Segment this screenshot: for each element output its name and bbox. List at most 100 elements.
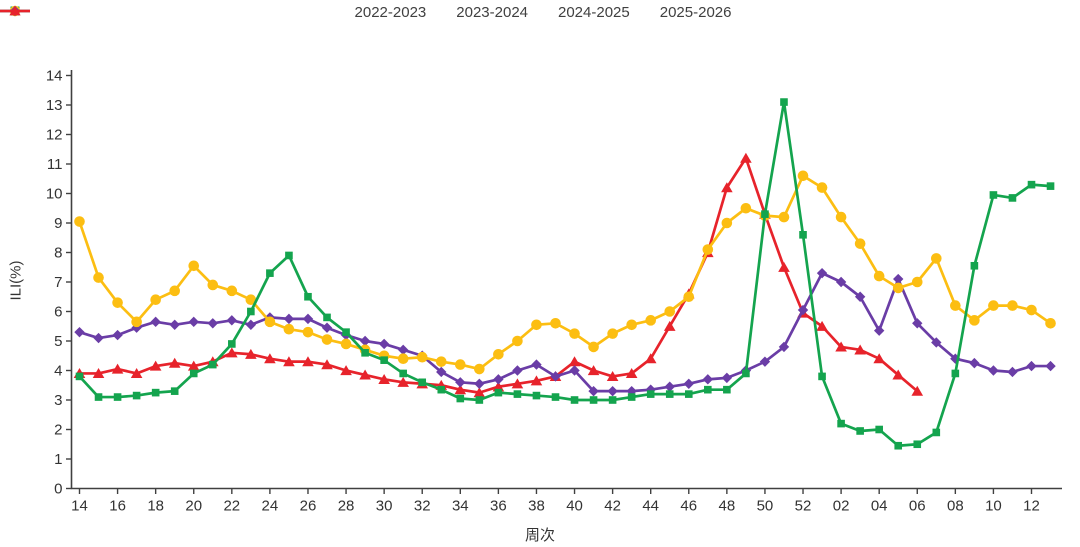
data-point xyxy=(816,182,828,193)
y-tick-label: 5 xyxy=(54,333,62,350)
data-point xyxy=(264,316,276,328)
y-tick-label: 4 xyxy=(54,363,62,380)
data-point xyxy=(170,387,179,395)
data-point xyxy=(531,319,542,331)
data-point xyxy=(721,217,733,229)
y-tick-label: 14 xyxy=(46,68,63,85)
data-point xyxy=(645,384,656,395)
data-point xyxy=(416,351,428,363)
y-tick-label: 12 xyxy=(46,127,63,144)
y-tick-label: 8 xyxy=(54,245,62,262)
data-point xyxy=(456,394,465,403)
data-point xyxy=(607,328,618,339)
data-point xyxy=(245,294,257,306)
data-point xyxy=(761,210,769,218)
data-point xyxy=(911,385,924,396)
series-line-2023-2024[interactable] xyxy=(78,174,1052,371)
data-point xyxy=(1007,366,1018,378)
data-point xyxy=(587,365,600,376)
data-point xyxy=(285,251,293,260)
data-point xyxy=(397,353,409,365)
legend-label: 2022-2023 xyxy=(354,4,427,21)
data-point xyxy=(93,272,104,283)
legend-swatch-svg xyxy=(0,5,30,16)
data-point xyxy=(397,344,409,356)
data-point xyxy=(854,291,866,302)
data-point xyxy=(740,152,752,163)
data-point xyxy=(436,366,447,378)
data-point xyxy=(513,390,522,398)
data-point xyxy=(873,325,885,336)
data-point xyxy=(149,360,162,371)
x-tick-label: 02 xyxy=(833,498,850,515)
data-point xyxy=(530,375,543,386)
y-tick-label: 6 xyxy=(54,304,62,321)
data-point xyxy=(893,273,904,285)
series-line-2024-2025[interactable] xyxy=(78,271,1052,393)
data-point xyxy=(644,353,657,364)
data-point xyxy=(493,374,504,385)
y-tick-label: 7 xyxy=(54,274,62,291)
data-point xyxy=(684,390,693,398)
data-point xyxy=(1008,194,1017,202)
data-point xyxy=(266,269,274,277)
data-point xyxy=(740,202,752,214)
data-point xyxy=(704,385,712,394)
data-point xyxy=(856,427,864,435)
legend-item-2022-2023[interactable]: 2022-2023 xyxy=(0,4,427,21)
data-point xyxy=(816,267,828,279)
data-point xyxy=(588,341,599,353)
data-point xyxy=(283,323,295,335)
x-tick-label: 42 xyxy=(604,498,621,515)
data-point xyxy=(627,393,636,401)
data-point xyxy=(94,393,103,401)
data-point xyxy=(665,390,674,398)
data-point xyxy=(759,356,771,367)
y-tick-label: 10 xyxy=(46,186,63,203)
data-point xyxy=(150,294,161,306)
x-tick-label: 04 xyxy=(871,498,888,515)
x-tick-label: 44 xyxy=(642,498,659,515)
data-point xyxy=(169,285,180,297)
x-tick-label: 26 xyxy=(300,498,317,515)
data-point xyxy=(645,315,656,326)
data-point xyxy=(321,334,333,345)
data-point xyxy=(378,373,390,384)
data-point xyxy=(664,381,675,392)
data-point xyxy=(664,306,676,317)
data-point xyxy=(551,393,560,401)
y-axis-title: ILI(%) xyxy=(7,260,25,301)
data-point xyxy=(226,347,238,358)
data-point xyxy=(835,211,847,223)
data-point xyxy=(778,341,790,353)
x-tick-label: 38 xyxy=(528,498,545,515)
data-point xyxy=(187,360,200,371)
data-point xyxy=(397,376,409,387)
data-point xyxy=(399,369,407,378)
data-point xyxy=(854,238,866,249)
y-tick-label: 9 xyxy=(54,215,62,232)
data-point xyxy=(264,353,276,364)
series-line-2022-2023[interactable] xyxy=(78,100,1052,448)
x-tick-label: 18 xyxy=(147,498,164,515)
data-point xyxy=(989,191,998,199)
legend-item-2025-2026[interactable]: 2025-2026 xyxy=(0,4,731,21)
data-point xyxy=(892,282,904,294)
data-point xyxy=(913,440,922,449)
data-point xyxy=(111,363,124,374)
data-point xyxy=(970,261,979,270)
data-point xyxy=(150,316,161,328)
data-point xyxy=(531,359,542,370)
legend-item-2023-2024[interactable]: 2023-2024 xyxy=(0,4,528,21)
data-point xyxy=(323,313,331,322)
data-point xyxy=(245,348,257,359)
data-point xyxy=(569,365,580,376)
data-point xyxy=(835,276,847,288)
data-point xyxy=(418,378,427,387)
x-tick-label: 24 xyxy=(262,498,279,515)
data-point xyxy=(818,372,826,381)
data-point xyxy=(873,270,885,282)
data-point xyxy=(283,356,295,367)
legend-item-2024-2025[interactable]: 2024-2025 xyxy=(0,4,630,21)
